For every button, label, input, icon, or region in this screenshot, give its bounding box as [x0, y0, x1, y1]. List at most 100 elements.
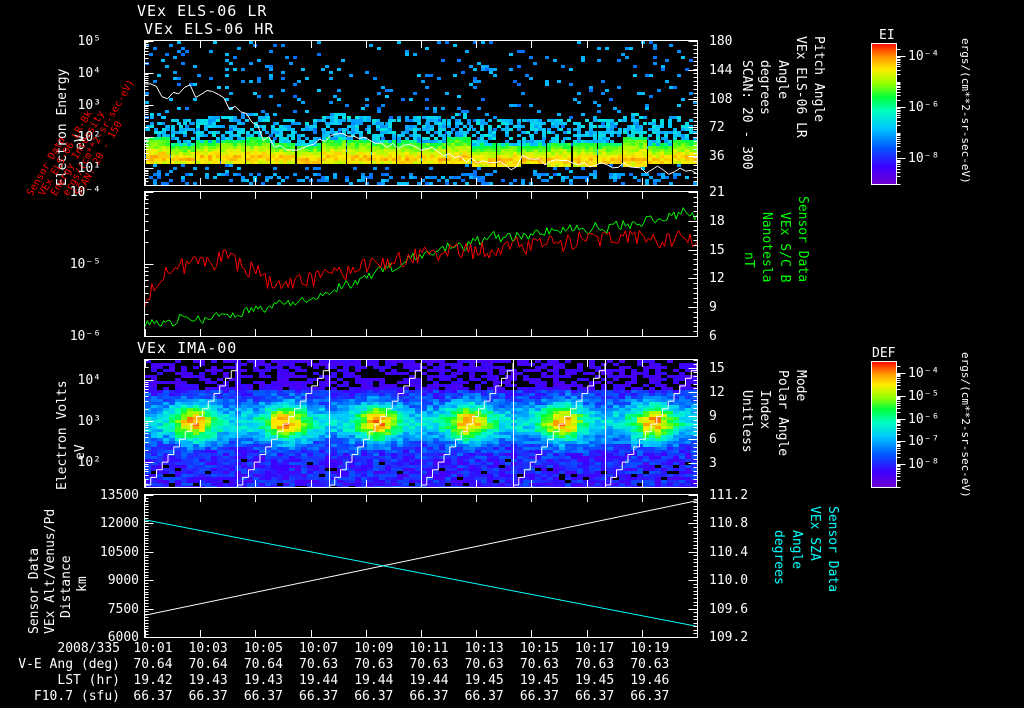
axis-tick-label: 10⁻⁴ [908, 49, 940, 65]
row-ve-ang-cell: 70.63 [299, 657, 339, 672]
axis-tick-label: 180 [709, 34, 733, 49]
row-lst-cell: 19.44 [299, 673, 339, 688]
axis-tick-label: 144 [709, 62, 733, 78]
row-lst-cell: 19.45 [575, 673, 615, 688]
panel2-rlabel-3: Nanotesla [759, 212, 774, 283]
colorbar-def-frame [871, 361, 897, 488]
row-ve-ang-cell: 70.63 [464, 657, 504, 672]
row-f107-cell: 66.37 [630, 689, 670, 704]
colorbar-ei-title: EI [879, 28, 895, 43]
panel4-rlabel-2: VEx SZA [807, 506, 822, 561]
row-lst-cell: 19.43 [243, 673, 283, 688]
row-f107-label: F10.7 (sfu) [33, 689, 120, 704]
axis-tick-label: 10⁻⁶ [908, 100, 940, 116]
axis-tick-label: 9 [709, 300, 717, 316]
axis-tick-label: 10⁵ [77, 34, 101, 49]
row-ve-ang-cell: 70.63 [519, 657, 559, 672]
axis-tick-label: 9 [709, 408, 717, 424]
row-time-cell: 10:07 [299, 641, 339, 656]
row-f107-cell: 66.37 [409, 689, 449, 704]
panel4-llabel-1: Sensor Data [27, 547, 42, 634]
axis-tick-label: 9000 [107, 573, 139, 589]
axis-tick-label: 10⁻⁴ [69, 185, 101, 200]
row-f107-cell: 66.37 [464, 689, 504, 704]
axis-tick-label: 21 [709, 185, 725, 200]
axis-tick-label: 10⁻⁶ [908, 411, 940, 427]
panel2-rlabel-1: Sensor Data [795, 196, 810, 283]
row-time-cell: 10:03 [188, 641, 228, 656]
axis-tick-label: 10² [77, 455, 101, 471]
axis-tick-label: 6 [709, 329, 717, 344]
panel4-rlabel-4: degrees [771, 530, 786, 585]
panel1-rlabel-4: degrees [757, 60, 772, 115]
row-ve-ang-label: V-E Ang (deg) [18, 657, 120, 672]
row-f107-cell: 66.37 [519, 689, 559, 704]
axis-tick-label: 10500 [99, 544, 139, 560]
panel1-rlabel-1: Pitch Angle [811, 36, 826, 123]
axis-tick-label: 10⁻⁶ [69, 329, 101, 344]
row-time-cell: 10:13 [464, 641, 504, 656]
axis-tick-label: 15 [709, 242, 725, 258]
row-time-cell: 10:15 [519, 641, 559, 656]
axis-tick-label: 12000 [99, 516, 139, 532]
panel2-axes-ticks [0, 160, 1024, 360]
row-f107-cell: 66.37 [243, 689, 283, 704]
row-lst-cell: 19.43 [188, 673, 228, 688]
axis-tick-label: 3 [709, 456, 717, 472]
axis-tick-label: 36 [709, 149, 725, 165]
row-lst-cell: 19.45 [464, 673, 504, 688]
axis-tick-label: 109.6 [709, 601, 749, 617]
colorbar-def-title: DEF [872, 346, 896, 361]
panel4-rlabel-3: Angle [789, 530, 804, 570]
axis-tick-label: 10⁻⁵ [908, 388, 940, 404]
panel1-rlabel-5: SCAN: 20 - 300 [739, 60, 754, 170]
row-time-cell: 10:19 [630, 641, 670, 656]
axis-tick-label: 109.2 [709, 630, 749, 645]
axis-tick-label: 10³ [77, 413, 101, 429]
axis-tick-label: 7500 [107, 601, 139, 617]
row-f107-cell: 66.37 [299, 689, 339, 704]
row-ve-ang-cell: 70.63 [354, 657, 394, 672]
axis-tick-label: 72 [709, 120, 725, 136]
row-lst-cell: 19.44 [354, 673, 394, 688]
row-f107-cell: 66.37 [133, 689, 173, 704]
axis-tick-label: 18 [709, 213, 725, 229]
panel1-rlabel-2: VEx ELS-06 LR [793, 36, 808, 138]
row-f107-cell: 66.37 [575, 689, 615, 704]
panel3-rlabel-1: Mode [793, 370, 808, 402]
panel3-rlabel-2: Polar Angle [775, 370, 790, 457]
axis-tick-label: 10² [77, 129, 101, 145]
row-f107-cell: 66.37 [188, 689, 228, 704]
axis-tick-label: 10⁻⁴ [908, 365, 940, 381]
axis-tick-label: 12 [709, 271, 725, 287]
panel2-rlabel-2: VEx S/C B [777, 212, 792, 283]
axis-tick-label: 111.2 [709, 488, 749, 503]
row-lst-cell: 19.44 [409, 673, 449, 688]
row-ve-ang-cell: 70.64 [188, 657, 228, 672]
row-lst-cell: 19.42 [133, 673, 173, 688]
row-time-cell: 10:01 [133, 641, 173, 656]
row-time-cell: 10:17 [575, 641, 615, 656]
axis-tick-label: 10⁻⁵ [69, 257, 101, 272]
axis-tick-label: 10⁴ [77, 372, 101, 388]
axis-tick-label: 110.4 [709, 544, 749, 560]
axis-tick-label: 10⁴ [77, 65, 101, 81]
row-lst-cell: 19.46 [630, 673, 670, 688]
row-ve-ang-cell: 70.63 [630, 657, 670, 672]
axis-tick-label: 6 [709, 432, 717, 448]
row-ve-ang-cell: 70.64 [243, 657, 283, 672]
row-time-label: 2008/335 [57, 641, 120, 656]
axis-tick-label: 110.8 [709, 516, 749, 532]
panel2-rlabel-4: nT [741, 252, 756, 268]
axis-tick-label: 10³ [77, 97, 101, 113]
axis-tick-label: 6000 [107, 630, 139, 645]
axis-tick-label: 10⁻⁸ [908, 151, 940, 167]
axis-tick-label: 108 [709, 91, 733, 107]
panel3-rlabel-3: Index [757, 390, 772, 430]
axis-tick-label: 110.0 [709, 573, 749, 589]
axis-tick-label: 10⁻⁸ [908, 457, 940, 473]
row-time-cell: 10:11 [409, 641, 449, 656]
row-ve-ang-cell: 70.64 [133, 657, 173, 672]
panel1-rlabel-3: Angle [775, 60, 790, 100]
